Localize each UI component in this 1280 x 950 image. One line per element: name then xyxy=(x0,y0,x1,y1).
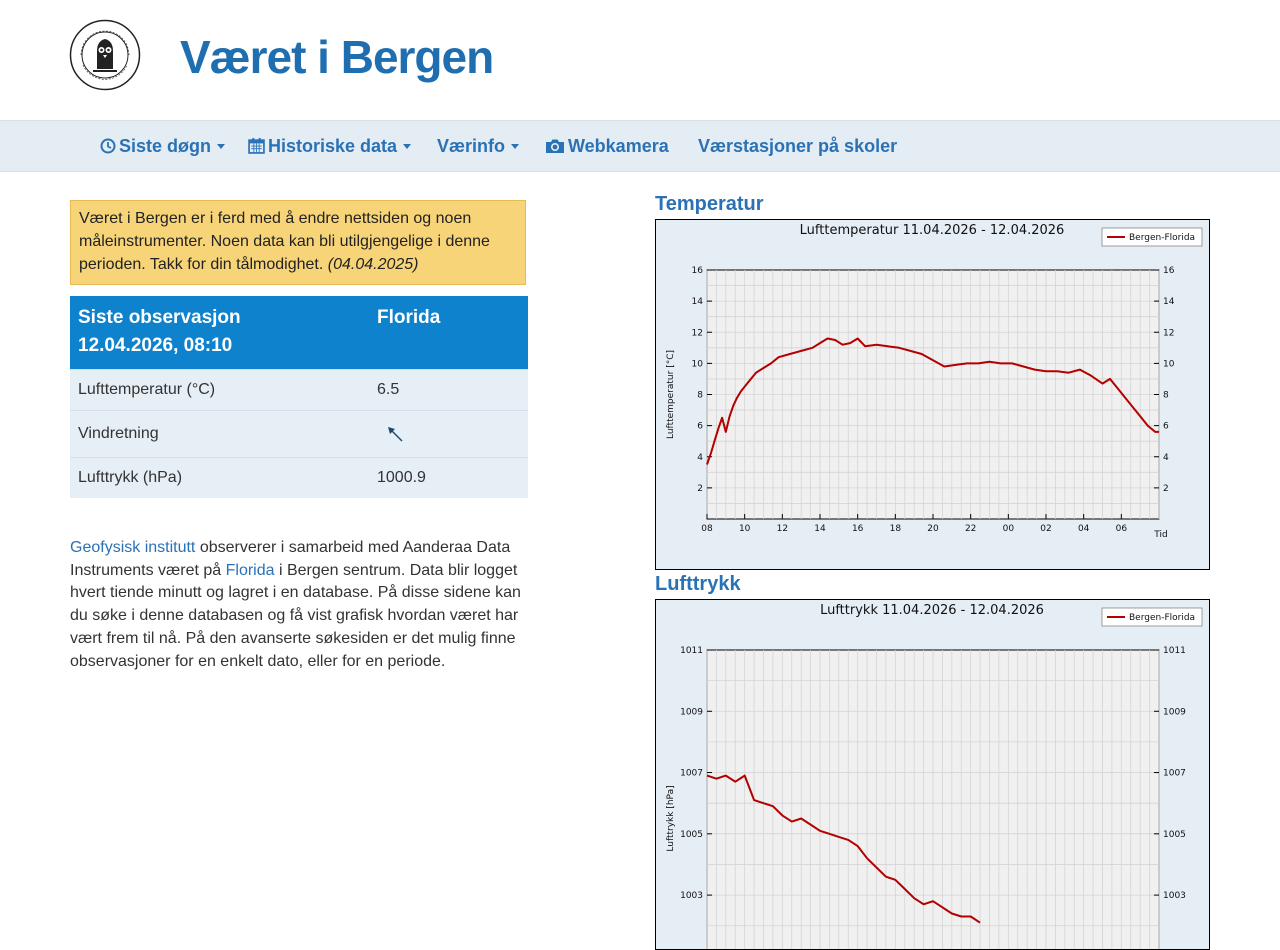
row-value xyxy=(369,410,528,458)
y-tick-label: 8 xyxy=(697,391,703,401)
about-text-part: observerer i samarbeid med Aanderaa Data… xyxy=(70,539,511,579)
calendar-icon xyxy=(248,138,265,154)
x-tick-label: 06 xyxy=(1116,524,1128,534)
about-text: Geofysisk institutt observerer i samarbe… xyxy=(70,537,530,673)
chevron-down-icon xyxy=(511,144,520,149)
temperature-chart: Lufttemperatur 11.04.2026 - 12.04.2026 2 2… xyxy=(655,219,1210,570)
y-tick-label: 10 xyxy=(692,359,704,369)
y-tick-label: 1009 xyxy=(680,707,703,717)
observation-header: Siste observasjon 12.04.2026, 08:10 Flor… xyxy=(70,296,528,370)
chevron-down-icon xyxy=(403,144,412,149)
legend-label: Bergen-Florida xyxy=(1129,613,1195,623)
clock-icon xyxy=(100,138,116,154)
x-tick-label: 04 xyxy=(1078,524,1090,534)
row-label: Lufttemperatur (°C) xyxy=(70,369,369,411)
nav-label: Webkamera xyxy=(568,136,669,156)
x-tick-label: 22 xyxy=(965,524,976,534)
series-line xyxy=(706,337,1159,465)
nav-vaerstasjoner-skoler[interactable]: Værstasjoner på skoler xyxy=(698,121,897,171)
observation-table: Siste observasjon 12.04.2026, 08:10 Flor… xyxy=(70,296,528,498)
y-tick-label: 1003 xyxy=(1163,891,1186,901)
about-text-part: i Bergen sentrum. Data blir logget hvert… xyxy=(70,561,521,670)
pressure-chart-svg: Lufttrykk 11.04.2026 - 12.04.2026 1003 100… xyxy=(666,603,1203,949)
link-florida[interactable]: Florida xyxy=(225,561,275,579)
legend-box xyxy=(1101,227,1203,247)
y-tick-label: 2 xyxy=(1163,484,1169,494)
camera-icon xyxy=(546,139,564,153)
site-header: Været i Bergen xyxy=(0,0,1280,120)
row-label: Lufttrykk (hPa) xyxy=(70,457,369,498)
main-navbar: Siste døgn Historiske data Værinfo Webka… xyxy=(0,120,1280,172)
row-value: 1000.9 xyxy=(369,457,528,498)
site-title[interactable]: Været i Bergen xyxy=(180,31,494,83)
x-tick-label: 08 xyxy=(701,524,713,534)
x-axis-label: Tid xyxy=(1153,530,1167,540)
notice-date: (04.04.2025) xyxy=(327,256,419,273)
x-tick-label: 02 xyxy=(1040,524,1051,534)
chevron-down-icon xyxy=(217,144,226,149)
link-geofysisk-institutt[interactable]: Geofysisk institutt xyxy=(70,539,196,556)
y-tick-label: 14 xyxy=(692,297,704,307)
x-tick-label: 10 xyxy=(739,524,751,534)
section-title-temperatur: Temperatur xyxy=(655,193,764,215)
university-seal-icon[interactable] xyxy=(69,19,141,91)
x-tick-label: 18 xyxy=(890,524,902,534)
y-tick-label: 10 xyxy=(1163,359,1175,369)
row-value: 6.5 xyxy=(369,369,528,411)
x-tick-label: 00 xyxy=(1003,524,1015,534)
y-tick-label: 1009 xyxy=(1163,707,1186,717)
y-tick-label: 16 xyxy=(1163,266,1175,276)
y-tick-label: 2 xyxy=(697,484,703,494)
y-tick-label: 4 xyxy=(1163,453,1169,463)
y-tick-label: 1007 xyxy=(680,769,703,779)
legend-label: Bergen-Florida xyxy=(1129,233,1195,243)
section-title-lufttrykk: Lufttrykk xyxy=(655,573,741,595)
y-tick-label: 12 xyxy=(1163,328,1174,338)
y-tick-label: 12 xyxy=(692,328,703,338)
y-tick-label: 1011 xyxy=(1163,646,1186,656)
nav-webkamera[interactable]: Webkamera xyxy=(545,121,669,171)
observation-header-cell: Siste observasjon 12.04.2026, 08:10 xyxy=(70,296,369,370)
nav-label: Værstasjoner på skoler xyxy=(698,136,898,156)
table-row: Lufttemperatur (°C) 6.5 xyxy=(70,369,528,411)
y-tick-label: 1007 xyxy=(1163,769,1186,779)
observation-label: Siste observasjon xyxy=(78,307,241,328)
legend-box xyxy=(1101,607,1203,627)
y-tick-label: 14 xyxy=(1163,297,1175,307)
chart-title: Lufttemperatur 11.04.2026 - 12.04.2026 xyxy=(800,223,1065,238)
pressure-chart: Lufttrykk 11.04.2026 - 12.04.2026 1003 100… xyxy=(655,599,1210,950)
y-tick-label: 1005 xyxy=(1163,830,1186,840)
y-tick-label: 6 xyxy=(1163,422,1169,432)
nav-siste-dogn[interactable]: Siste døgn xyxy=(100,121,226,171)
chart-title: Lufttrykk 11.04.2026 - 12.04.2026 xyxy=(820,603,1044,618)
y-tick-label: 16 xyxy=(692,266,704,276)
y-tick-label: 6 xyxy=(697,422,703,432)
nav-label: Siste døgn xyxy=(119,136,212,156)
y-tick-label: 4 xyxy=(697,453,703,463)
y-axis-label: Lufttemperatur [°C] xyxy=(666,350,676,439)
x-tick-label: 12 xyxy=(777,524,788,534)
nav-label: Historiske data xyxy=(268,136,398,156)
row-label: Vindretning xyxy=(70,410,369,458)
station-name: Florida xyxy=(377,307,441,328)
y-tick-label: 1005 xyxy=(680,830,703,840)
wind-arrow-icon xyxy=(388,427,403,442)
x-tick-label: 20 xyxy=(927,524,939,534)
y-tick-label: 1011 xyxy=(680,646,703,656)
table-row: Lufttrykk (hPa) 1000.9 xyxy=(70,457,528,498)
x-tick-label: 16 xyxy=(852,524,864,534)
observation-time: 12.04.2026, 08:10 xyxy=(78,335,233,356)
y-axis-label: Lufttrykk [hPa] xyxy=(666,785,676,851)
notice-text: Været i Bergen er i ferd med å endre net… xyxy=(79,210,490,273)
y-tick-label: 8 xyxy=(1163,391,1169,401)
y-tick-label: 1003 xyxy=(680,891,703,901)
notice-banner: Været i Bergen er i ferd med å endre net… xyxy=(70,200,526,285)
nav-historiske-data[interactable]: Historiske data xyxy=(248,121,412,171)
table-row: Vindretning xyxy=(70,410,528,458)
nav-label: Værinfo xyxy=(437,136,506,156)
x-tick-label: 14 xyxy=(814,524,826,534)
nav-vaerinfo[interactable]: Værinfo xyxy=(437,121,520,171)
